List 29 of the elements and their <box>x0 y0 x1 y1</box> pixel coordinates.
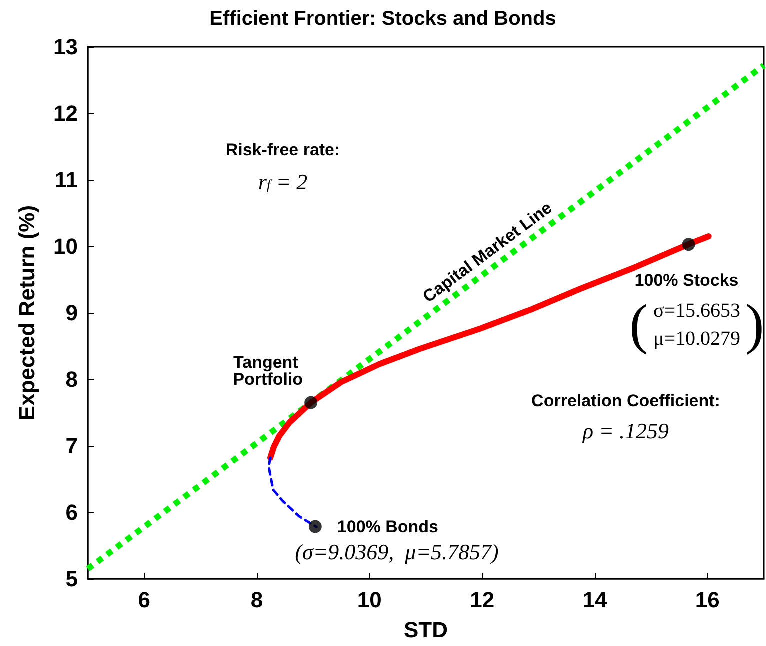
y-tick-label: 5 <box>66 566 78 592</box>
x-axis-title: STD <box>404 618 448 642</box>
x-tick-label: 8 <box>250 588 264 612</box>
x-tick-label: 10 <box>357 588 382 612</box>
annotation: ρ = .1259 <box>582 418 669 444</box>
x-tick-label: 14 <box>582 588 608 612</box>
annotation: Risk-free rate: <box>226 140 340 160</box>
point <box>304 396 318 410</box>
y-tick-label: 6 <box>66 500 78 525</box>
annotation: 100% Bonds <box>337 517 439 536</box>
annotation: 100% Stocks <box>634 271 739 290</box>
y-tick-label: 11 <box>54 168 78 192</box>
point <box>308 520 322 534</box>
annotation: Correlation Coefficient: <box>532 392 720 410</box>
point <box>682 238 696 252</box>
x-tick-label: 6 <box>138 588 150 612</box>
y-tick-label: 8 <box>66 367 78 392</box>
annotation: Tangent Portfolio <box>233 352 304 389</box>
y-axis-title: Expected Return (%) <box>14 205 40 421</box>
y-tick-label: 12 <box>54 101 78 126</box>
x-tick-label: 12 <box>470 588 495 612</box>
annotation: (σ=9.0369, μ=5.7857) <box>295 540 499 564</box>
y-tick-label: 10 <box>54 234 78 259</box>
y-tick-label: 9 <box>66 300 78 326</box>
chart-title: Efficient Frontier: Stocks and Bonds <box>210 8 556 30</box>
y-tick-label: 7 <box>66 434 78 458</box>
x-tick-label: 16 <box>695 588 720 612</box>
annotation: rf = 2 <box>258 170 308 194</box>
y-tick-label: 13 <box>54 34 78 60</box>
